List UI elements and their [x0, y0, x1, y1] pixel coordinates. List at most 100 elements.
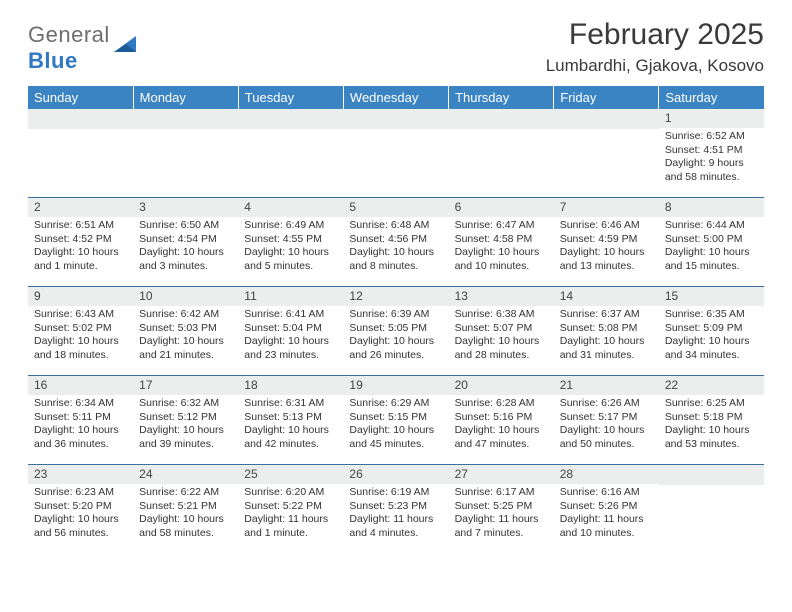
- day-body: Sunrise: 6:25 AMSunset: 5:18 PMDaylight:…: [659, 395, 764, 455]
- calendar-cell: 22Sunrise: 6:25 AMSunset: 5:18 PMDayligh…: [659, 376, 764, 465]
- calendar-cell: 26Sunrise: 6:19 AMSunset: 5:23 PMDayligh…: [343, 465, 448, 554]
- daylight-text: Daylight: 10 hours and 10 minutes.: [455, 246, 548, 273]
- calendar-cell: [449, 109, 554, 198]
- calendar-cell: [238, 109, 343, 198]
- day-body: Sunrise: 6:32 AMSunset: 5:12 PMDaylight:…: [133, 395, 238, 455]
- daylight-text: Daylight: 10 hours and 21 minutes.: [139, 335, 232, 362]
- sunrise-text: Sunrise: 6:44 AM: [665, 219, 758, 232]
- daylight-text: Daylight: 10 hours and 53 minutes.: [665, 424, 758, 451]
- day-body: Sunrise: 6:48 AMSunset: 4:56 PMDaylight:…: [343, 217, 448, 277]
- calendar-cell: [133, 109, 238, 198]
- sunrise-text: Sunrise: 6:37 AM: [560, 308, 653, 321]
- sunset-text: Sunset: 4:58 PM: [455, 233, 548, 246]
- day-number: 2: [28, 198, 133, 217]
- sunset-text: Sunset: 5:23 PM: [349, 500, 442, 513]
- day-body: Sunrise: 6:44 AMSunset: 5:00 PMDaylight:…: [659, 217, 764, 277]
- sunrise-text: Sunrise: 6:29 AM: [349, 397, 442, 410]
- sunrise-text: Sunrise: 6:34 AM: [34, 397, 127, 410]
- weekday-header: Friday: [554, 86, 659, 109]
- day-number: [659, 465, 764, 485]
- sunrise-text: Sunrise: 6:23 AM: [34, 486, 127, 499]
- month-title: February 2025: [546, 18, 764, 52]
- daylight-text: Daylight: 10 hours and 39 minutes.: [139, 424, 232, 451]
- day-number: 12: [343, 287, 448, 306]
- calendar-cell: 9Sunrise: 6:43 AMSunset: 5:02 PMDaylight…: [28, 287, 133, 376]
- brand-name-2: Blue: [28, 48, 78, 73]
- day-number: [449, 109, 554, 129]
- daylight-text: Daylight: 10 hours and 15 minutes.: [665, 246, 758, 273]
- brand-name-1: General: [28, 22, 110, 47]
- day-body: Sunrise: 6:46 AMSunset: 4:59 PMDaylight:…: [554, 217, 659, 277]
- day-body: Sunrise: 6:23 AMSunset: 5:20 PMDaylight:…: [28, 484, 133, 544]
- sunrise-text: Sunrise: 6:16 AM: [560, 486, 653, 499]
- sunset-text: Sunset: 5:03 PM: [139, 322, 232, 335]
- sunset-text: Sunset: 5:18 PM: [665, 411, 758, 424]
- calendar-cell: 19 Sunrise: 6:29 AMSunset: 5:15 PMDayligh…: [343, 376, 448, 465]
- daylight-text: Daylight: 10 hours and 42 minutes.: [244, 424, 337, 451]
- sunset-text: Sunset: 5:20 PM: [34, 500, 127, 513]
- day-number: [554, 109, 659, 129]
- sunrise-text: Sunrise: 6:35 AM: [665, 308, 758, 321]
- day-body: Sunrise: 6:51 AMSunset: 4:52 PMDaylight:…: [28, 217, 133, 277]
- weekday-header-row: Sunday Monday Tuesday Wednesday Thursday…: [28, 86, 764, 109]
- calendar-cell: 3Sunrise: 6:50 AMSunset: 4:54 PMDaylight…: [133, 198, 238, 287]
- sunrise-text: Sunrise: 6:46 AM: [560, 219, 653, 232]
- day-number: 19: [343, 376, 448, 395]
- brand-sail-icon: [112, 32, 138, 59]
- sunrise-text: Sunrise: 6:42 AM: [139, 308, 232, 321]
- day-body: Sunrise: 6:26 AMSunset: 5:17 PMDaylight:…: [554, 395, 659, 455]
- calendar-cell: 8Sunrise: 6:44 AMSunset: 5:00 PMDaylight…: [659, 198, 764, 287]
- sunrise-text: Sunrise: 6:48 AM: [349, 219, 442, 232]
- day-body: Sunrise: 6:28 AMSunset: 5:16 PMDaylight:…: [449, 395, 554, 455]
- sunset-text: Sunset: 4:52 PM: [34, 233, 127, 246]
- daylight-text: Daylight: 10 hours and 34 minutes.: [665, 335, 758, 362]
- daylight-text: Daylight: 10 hours and 45 minutes.: [349, 424, 442, 451]
- sunset-text: Sunset: 5:07 PM: [455, 322, 548, 335]
- daylight-text: Daylight: 10 hours and 1 minute.: [34, 246, 127, 273]
- calendar-cell: 1Sunrise: 6:52 AMSunset: 4:51 PMDaylight…: [659, 109, 764, 198]
- calendar-cell: 12Sunrise: 6:39 AMSunset: 5:05 PMDayligh…: [343, 287, 448, 376]
- sunrise-text: Sunrise: 6:28 AM: [455, 397, 548, 410]
- day-number: 18: [238, 376, 343, 395]
- sunrise-text: Sunrise: 6:43 AM: [34, 308, 127, 321]
- day-number: 16: [28, 376, 133, 395]
- calendar-cell: [343, 109, 448, 198]
- header: General Blue February 2025 Lumbardhi, Gj…: [28, 18, 764, 76]
- day-number: 17: [133, 376, 238, 395]
- day-number: 4: [238, 198, 343, 217]
- sunset-text: Sunset: 5:16 PM: [455, 411, 548, 424]
- sunset-text: Sunset: 5:12 PM: [139, 411, 232, 424]
- title-block: February 2025 Lumbardhi, Gjakova, Kosovo: [546, 18, 764, 76]
- day-body: Sunrise: 6:52 AMSunset: 4:51 PMDaylight:…: [659, 128, 764, 188]
- day-body: Sunrise: 6:16 AMSunset: 5:26 PMDaylight:…: [554, 484, 659, 544]
- calendar-cell: 25Sunrise: 6:20 AMSunset: 5:22 PMDayligh…: [238, 465, 343, 554]
- day-number: 5: [343, 198, 448, 217]
- daylight-text: Daylight: 10 hours and 56 minutes.: [34, 513, 127, 540]
- day-number: 10: [133, 287, 238, 306]
- sunset-text: Sunset: 4:56 PM: [349, 233, 442, 246]
- sunrise-text: Sunrise: 6:20 AM: [244, 486, 337, 499]
- sunset-text: Sunset: 5:02 PM: [34, 322, 127, 335]
- daylight-text: Daylight: 10 hours and 8 minutes.: [349, 246, 442, 273]
- day-body: Sunrise: 6:20 AMSunset: 5:22 PMDaylight:…: [238, 484, 343, 544]
- day-number: 21: [554, 376, 659, 395]
- day-number: [343, 109, 448, 129]
- day-number: 26: [343, 465, 448, 484]
- calendar-cell: 23Sunrise: 6:23 AMSunset: 5:20 PMDayligh…: [28, 465, 133, 554]
- daylight-text: Daylight: 11 hours and 10 minutes.: [560, 513, 653, 540]
- day-number: 6: [449, 198, 554, 217]
- day-number: 8: [659, 198, 764, 217]
- day-number: 24: [133, 465, 238, 484]
- weekday-header: Sunday: [28, 86, 133, 109]
- sunset-text: Sunset: 4:55 PM: [244, 233, 337, 246]
- daylight-text: Daylight: 10 hours and 5 minutes.: [244, 246, 337, 273]
- sunrise-text: Sunrise: 6:19 AM: [349, 486, 442, 499]
- daylight-text: Daylight: 10 hours and 36 minutes.: [34, 424, 127, 451]
- day-body: Sunrise: 6:17 AMSunset: 5:25 PMDaylight:…: [449, 484, 554, 544]
- weekday-header: Tuesday: [238, 86, 343, 109]
- sunset-text: Sunset: 5:05 PM: [349, 322, 442, 335]
- sunrise-text: Sunrise: 6:47 AM: [455, 219, 548, 232]
- sunset-text: Sunset: 5:15 PM: [349, 411, 442, 424]
- daylight-text: Daylight: 10 hours and 50 minutes.: [560, 424, 653, 451]
- calendar-cell: 20Sunrise: 6:28 AMSunset: 5:16 PMDayligh…: [449, 376, 554, 465]
